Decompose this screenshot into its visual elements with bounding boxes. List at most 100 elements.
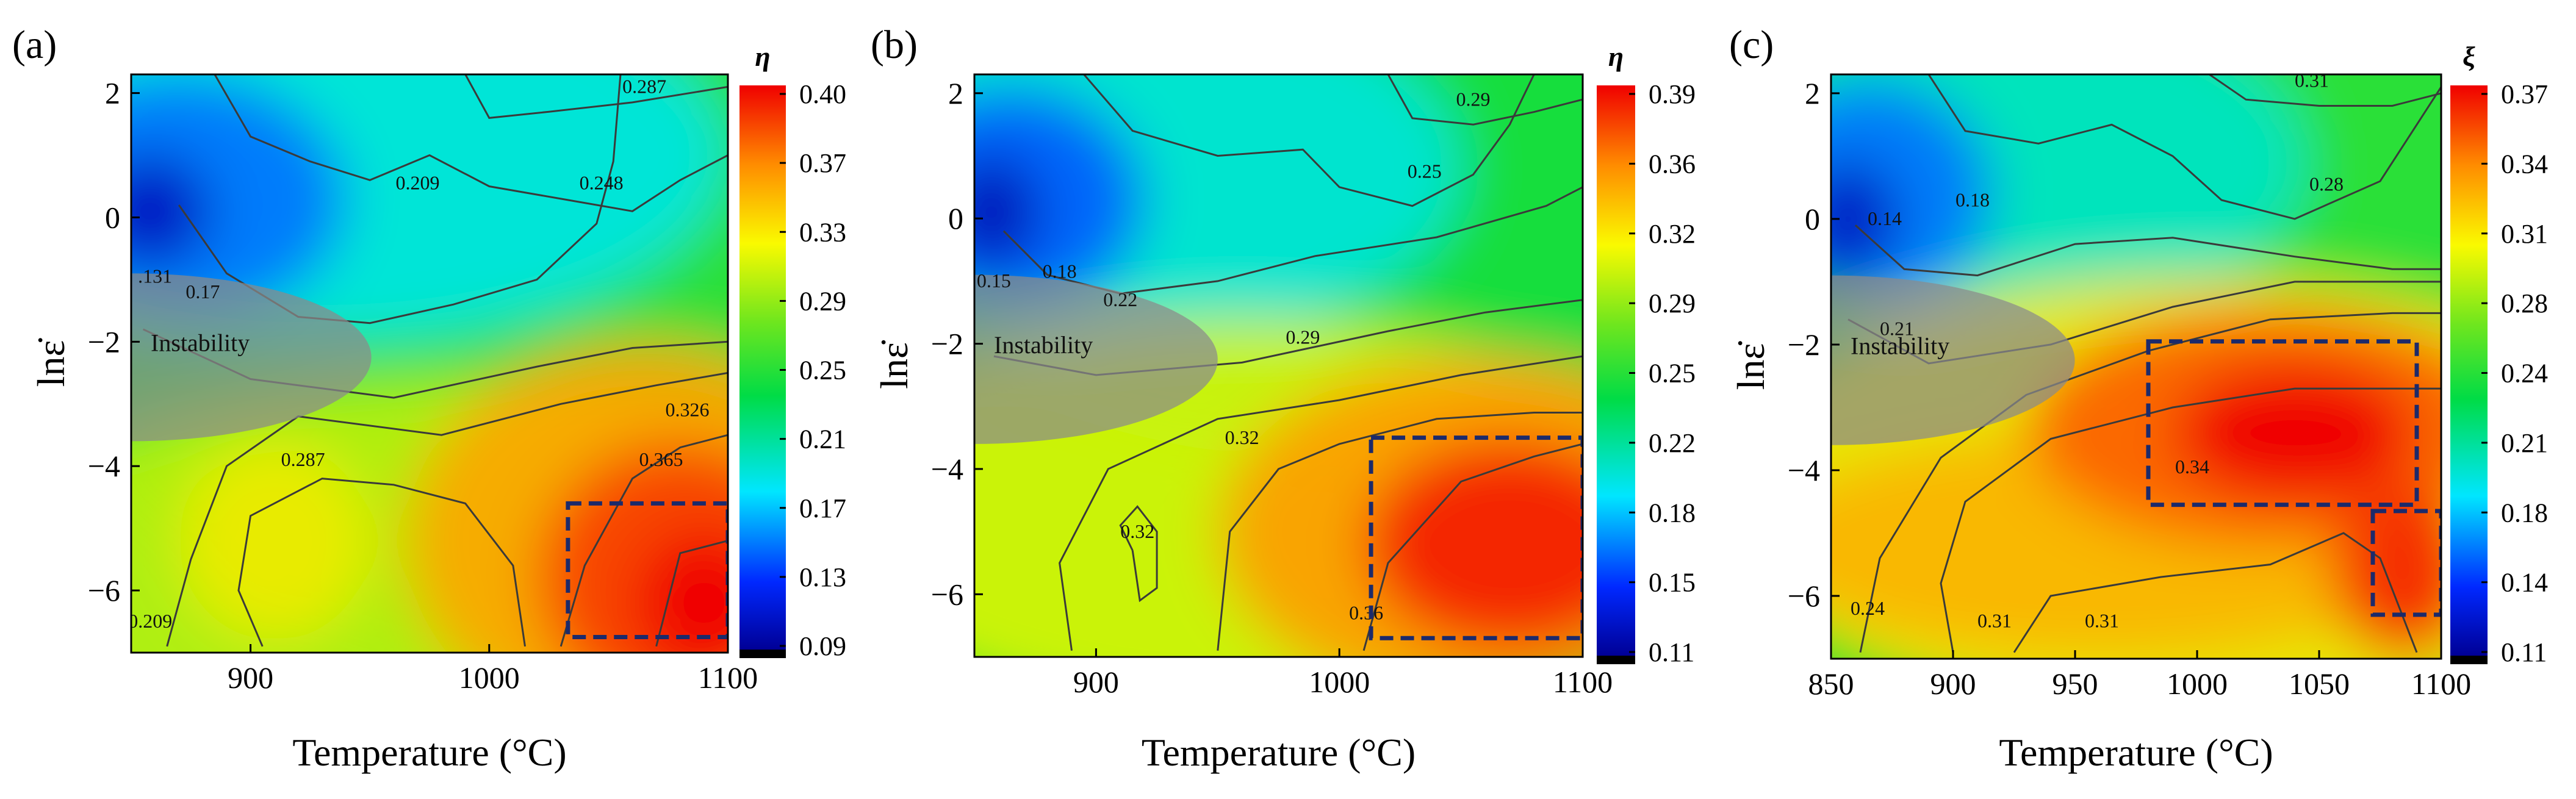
contour-line (2013, 532, 2418, 653)
panel-label: (b) (871, 23, 918, 67)
colorbar-tick-label: 0.18 (2501, 498, 2548, 528)
colorbar-tick-label: 0.31 (2501, 219, 2548, 249)
y-tick-label: −2 (1788, 328, 1820, 362)
x-tick-label: 1100 (698, 661, 758, 695)
contour-label: 0.29 (1456, 88, 1491, 110)
y-tick-label: −2 (88, 324, 120, 359)
y-tick-label: −6 (931, 577, 963, 611)
instability-region (131, 273, 372, 442)
contour-label: 0.29 (1286, 326, 1320, 348)
colorbar-tick-label: 0.32 (1649, 219, 1696, 249)
colorbar-tick-label: 0.17 (799, 493, 846, 523)
instability-region (1831, 275, 2075, 445)
contour-label: 0.18 (1955, 188, 1990, 210)
y-tick-label: 2 (105, 76, 120, 110)
contour-line (214, 74, 728, 212)
chart-svg-a: Instability 0.287 0.209 0.248 .131 0.17 0.326 0… (12, 23, 846, 774)
contour-line (1059, 355, 1583, 651)
panel-c: Instability 0.31 0.14 0.18 0.28 0.21 0.34 0.24 0… (1717, 0, 2575, 799)
contour-label: 0.32 (1225, 426, 1259, 448)
dashed-box (566, 501, 728, 640)
x-tick-label: 1100 (2411, 667, 2471, 701)
y-tick-label: 2 (948, 76, 963, 110)
colorbar-tick-label: 0.36 (1649, 149, 1696, 179)
colorbar-tick-label: 0.09 (799, 631, 846, 661)
contour-label: 0.287 (622, 76, 666, 98)
y-tick-label: −4 (931, 452, 963, 486)
colorbar-tick-label: 0.34 (2501, 149, 2548, 179)
contour-label: 0.248 (580, 172, 624, 194)
contour-label: 0.31 (1977, 609, 2012, 631)
chart-svg-c: Instability 0.31 0.14 0.18 0.28 0.21 0.34 0.24 0… (1729, 23, 2548, 774)
instability-label: Instability (994, 331, 1093, 359)
contour-line (655, 540, 728, 647)
x-tick-label: 1000 (1309, 665, 1370, 699)
contour-label: 0.24 (1851, 597, 1885, 619)
contour-label: 0.209 (128, 610, 172, 632)
contour-line (1217, 412, 1583, 651)
dashed-box (2146, 339, 2419, 507)
y-axis-label: lnε̇ (29, 338, 73, 387)
contour-label: 0.22 (1103, 288, 1137, 310)
contour-label: 0.18 (1043, 260, 1077, 282)
y-tick-label: −2 (931, 327, 963, 361)
colorbar-tick-label: 0.39 (1649, 79, 1696, 109)
contour-line (166, 371, 728, 647)
plot-frame (1830, 73, 2442, 660)
colorbar-title: ξ (2463, 41, 2475, 72)
heat-region (131, 155, 210, 267)
contour-line (1387, 74, 1583, 126)
colorbar-under (2450, 656, 2488, 664)
plot-frame (973, 73, 1584, 658)
colorbar-tick-label: 0.24 (2501, 359, 2548, 389)
x-axis-label: Temperature (°C) (1999, 731, 2273, 774)
contour-label: 0.365 (639, 448, 683, 470)
y-tick-label: −4 (1788, 453, 1820, 487)
heat-region (2173, 363, 2417, 502)
x-tick-label: 1000 (2167, 667, 2228, 701)
colorbar-tick-label: 0.22 (1649, 428, 1696, 458)
chart-svg-b: Instability 0.29 0.25 0.15 0.18 0.22 0.29 0.32 0… (871, 23, 1696, 774)
colorbar-tick-label: 0.25 (799, 356, 846, 385)
x-tick-label: 1050 (2289, 667, 2350, 701)
contour-line (1940, 387, 2441, 653)
contour-label: 0.209 (395, 172, 439, 194)
y-tick-label: 0 (1805, 202, 1820, 236)
x-axis-label: Temperature (°C) (292, 731, 566, 774)
contour-line (1362, 443, 1583, 651)
colorbar-tick-label: 0.11 (2501, 637, 2547, 667)
x-tick-label: 900 (1930, 667, 1976, 701)
colorbar-tick-label: 0.21 (799, 425, 846, 454)
y-tick-label: 2 (1805, 76, 1820, 110)
contour-label: 0.17 (185, 281, 220, 303)
y-axis-label: lnε̇ (872, 340, 916, 389)
contour-label: 0.25 (1408, 160, 1442, 182)
colorbar (1597, 85, 1635, 656)
colorbar (2450, 85, 2488, 656)
instability-label: Instability (1851, 332, 1949, 359)
x-tick-label: 1000 (459, 661, 520, 695)
plot-frame (130, 73, 729, 654)
colorbar-tick-label: 0.40 (799, 79, 846, 109)
heat-region (179, 441, 370, 640)
colorbar-tick-label: 0.13 (799, 562, 846, 592)
contour-line (1859, 312, 2441, 653)
colorbar-tick-label: 0.11 (1649, 637, 1694, 667)
colorbar-under (739, 650, 786, 658)
colorbar-tick-label: 0.37 (799, 148, 846, 178)
contour-line (464, 74, 728, 119)
dashed-box (2370, 509, 2441, 617)
contour-label: 0.36 (1349, 601, 1383, 623)
y-axis-label: lnε̇ (1729, 341, 1772, 390)
heat-field: Instability 0.287 0.209 0.248 .131 0.17 0.326 0… (128, 74, 728, 653)
heat-region (131, 74, 346, 323)
colorbar-tick-label: 0.18 (1649, 498, 1696, 528)
instability-region (974, 274, 1218, 444)
contour-label: 0.287 (281, 448, 325, 470)
colorbar-tick-label: 0.15 (1649, 568, 1696, 598)
contour-line (1854, 224, 2441, 277)
heat-field: Instability 0.29 0.25 0.15 0.18 0.22 0.29 0.32 0… (974, 74, 1583, 657)
contour-label: 0.31 (2085, 609, 2119, 631)
panel-label: (c) (1729, 23, 1774, 67)
x-tick-label: 850 (1808, 667, 1854, 701)
